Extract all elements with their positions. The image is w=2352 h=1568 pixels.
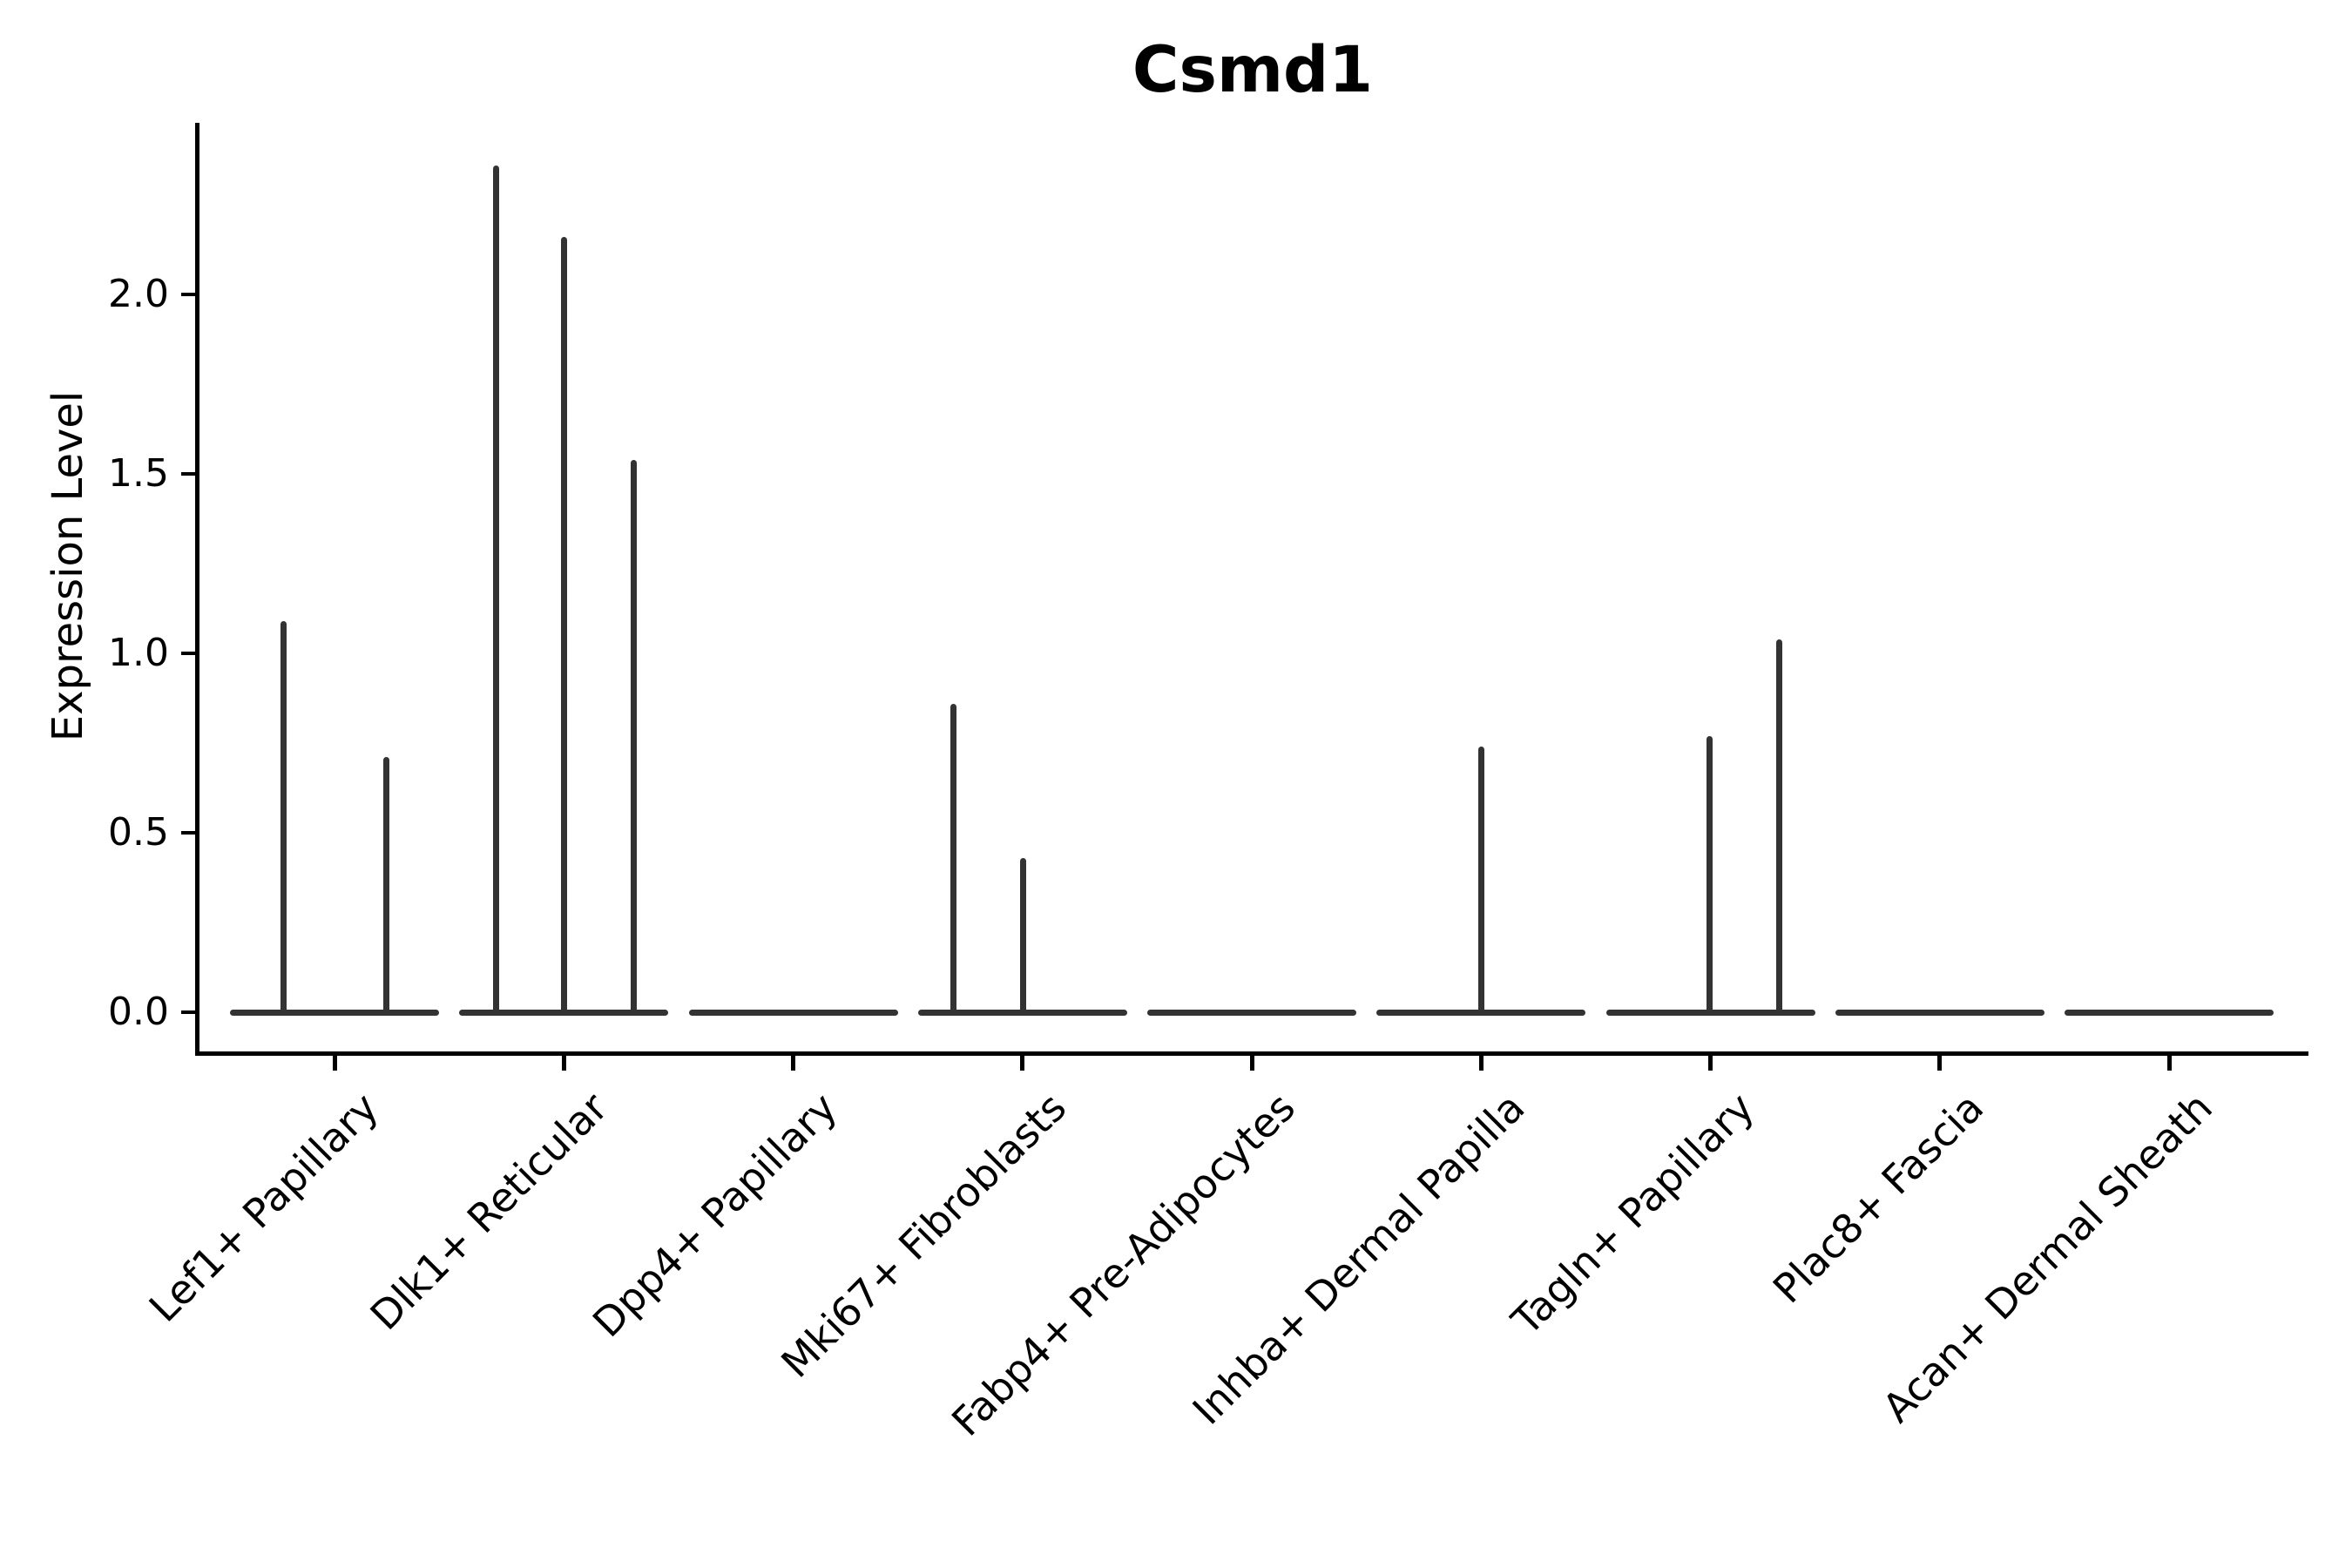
y-tick	[181, 652, 197, 655]
violin-spike	[1776, 639, 1782, 1016]
y-tick-label: 1.0	[108, 631, 169, 675]
y-axis-label: Expression Level	[44, 390, 92, 742]
y-tick	[181, 472, 197, 476]
x-tick	[1249, 1053, 1254, 1071]
violin-spike	[280, 620, 287, 1016]
x-tick	[1708, 1053, 1713, 1071]
violin-spike	[492, 165, 499, 1016]
y-tick-label: 0.0	[108, 990, 169, 1034]
y-tick-label: 2.0	[108, 272, 169, 316]
y-tick	[181, 293, 197, 296]
violin-spike	[950, 703, 957, 1016]
violin-spike	[630, 459, 637, 1016]
y-tick	[181, 1010, 197, 1014]
violin-baseline	[230, 1009, 439, 1016]
violin-spike	[1477, 747, 1484, 1016]
violin-spike	[382, 757, 389, 1016]
violin-spike	[1020, 857, 1027, 1016]
violin-spike	[1707, 735, 1713, 1016]
violin-spike	[560, 237, 567, 1016]
x-tick-label: Lef1+ Papillary	[139, 1084, 388, 1331]
x-tick	[1020, 1053, 1025, 1071]
violin-baseline	[1835, 1009, 2044, 1016]
violin-baseline	[2065, 1009, 2274, 1016]
x-tick-label: Dlk1+ Reticular	[361, 1084, 617, 1340]
y-axis-spine	[195, 123, 199, 1056]
x-tick	[1478, 1053, 1484, 1071]
x-tick-label: Dpp4+ Papillary	[583, 1084, 846, 1347]
violin-baseline	[688, 1009, 898, 1016]
x-tick	[561, 1053, 566, 1071]
x-tick	[332, 1053, 337, 1071]
chart-title: Csmd1	[1132, 33, 1374, 107]
x-tick	[791, 1053, 795, 1071]
x-tick-label: Tagln+ Papillary	[1502, 1084, 1763, 1344]
violin-baseline	[1147, 1009, 1356, 1016]
x-tick-label: Plac8+ Fascia	[1763, 1084, 1992, 1313]
x-tick	[1937, 1053, 1943, 1071]
y-tick-label: 0.5	[108, 810, 169, 855]
y-tick-label: 1.5	[108, 451, 169, 496]
x-tick	[2166, 1053, 2172, 1071]
y-tick	[181, 831, 197, 835]
